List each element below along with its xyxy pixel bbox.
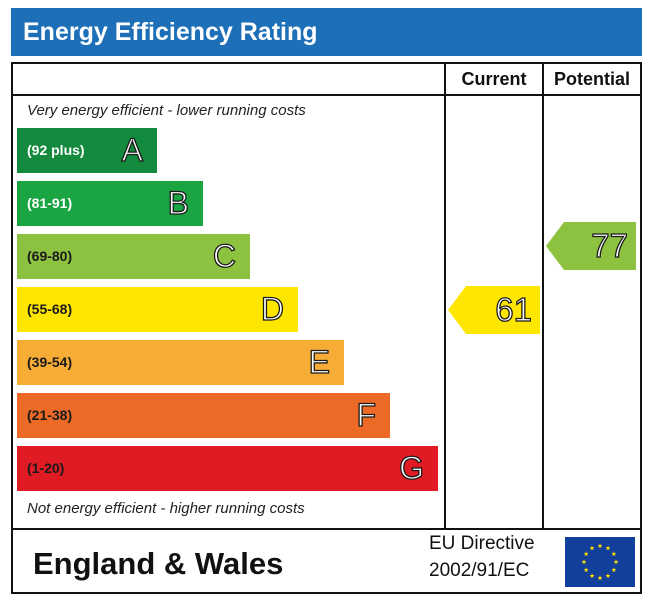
band-g: (1-20) G bbox=[17, 446, 438, 491]
potential-column-header: Potential bbox=[553, 69, 630, 89]
rating-frame: Current Potential Very energy efficient … bbox=[11, 62, 642, 594]
eu-star bbox=[611, 551, 617, 557]
eu-star bbox=[611, 567, 617, 573]
page-title: Energy Efficiency Rating bbox=[23, 18, 318, 46]
eu-star bbox=[589, 545, 595, 551]
top-note: Very energy efficient - lower running co… bbox=[27, 102, 306, 119]
band-range: (1-20) bbox=[27, 460, 65, 476]
eu-star bbox=[605, 545, 611, 551]
directive-line-1: EU Directive bbox=[429, 533, 535, 554]
column-header-divider bbox=[13, 94, 640, 96]
eu-flag-icon bbox=[565, 537, 635, 587]
column-divider-potential bbox=[542, 64, 544, 530]
directive-line-2: 2002/91/EC bbox=[429, 560, 530, 581]
band-letter: G bbox=[398, 449, 424, 486]
band-letter: C bbox=[212, 237, 236, 274]
current-column-header: Current bbox=[461, 69, 527, 89]
eu-star bbox=[597, 543, 603, 549]
column-divider-current bbox=[444, 64, 446, 530]
band-c: (69-80) C bbox=[17, 234, 250, 279]
eu-star bbox=[583, 551, 589, 557]
band-d: (55-68) D bbox=[17, 287, 298, 332]
region-label: England & Wales bbox=[33, 546, 284, 581]
potential-rating-arrow: 77 bbox=[546, 222, 636, 270]
band-e: (39-54) E bbox=[17, 340, 344, 385]
eu-star bbox=[589, 573, 595, 578]
band-range: (92 plus) bbox=[27, 142, 85, 158]
band-letter: A bbox=[121, 131, 144, 168]
current-rating-value: 61 bbox=[495, 290, 533, 328]
band-f: (21-38) F bbox=[17, 393, 390, 438]
band-range: (81-91) bbox=[27, 195, 73, 211]
rating-header: Energy Efficiency Rating bbox=[11, 8, 642, 56]
eu-star bbox=[597, 575, 603, 581]
band-range: (39-54) bbox=[27, 354, 73, 370]
band-letter: B bbox=[167, 184, 190, 221]
eu-star bbox=[581, 559, 587, 565]
band-b: (81-91) B bbox=[17, 181, 203, 226]
footer-divider bbox=[13, 528, 640, 530]
eu-star bbox=[583, 567, 589, 573]
band-letter: E bbox=[308, 343, 331, 380]
band-letter: D bbox=[260, 290, 284, 327]
band-range: (69-80) bbox=[27, 248, 73, 264]
eu-star bbox=[613, 559, 619, 565]
band-a: (92 plus) A bbox=[17, 128, 157, 173]
band-range: (21-38) bbox=[27, 407, 73, 423]
bottom-note: Not energy efficient - higher running co… bbox=[27, 500, 305, 517]
eu-star bbox=[605, 573, 611, 578]
potential-rating-value: 77 bbox=[591, 226, 629, 264]
band-letter: F bbox=[356, 396, 377, 433]
current-rating-arrow: 61 bbox=[448, 286, 540, 334]
band-range: (55-68) bbox=[27, 301, 73, 317]
